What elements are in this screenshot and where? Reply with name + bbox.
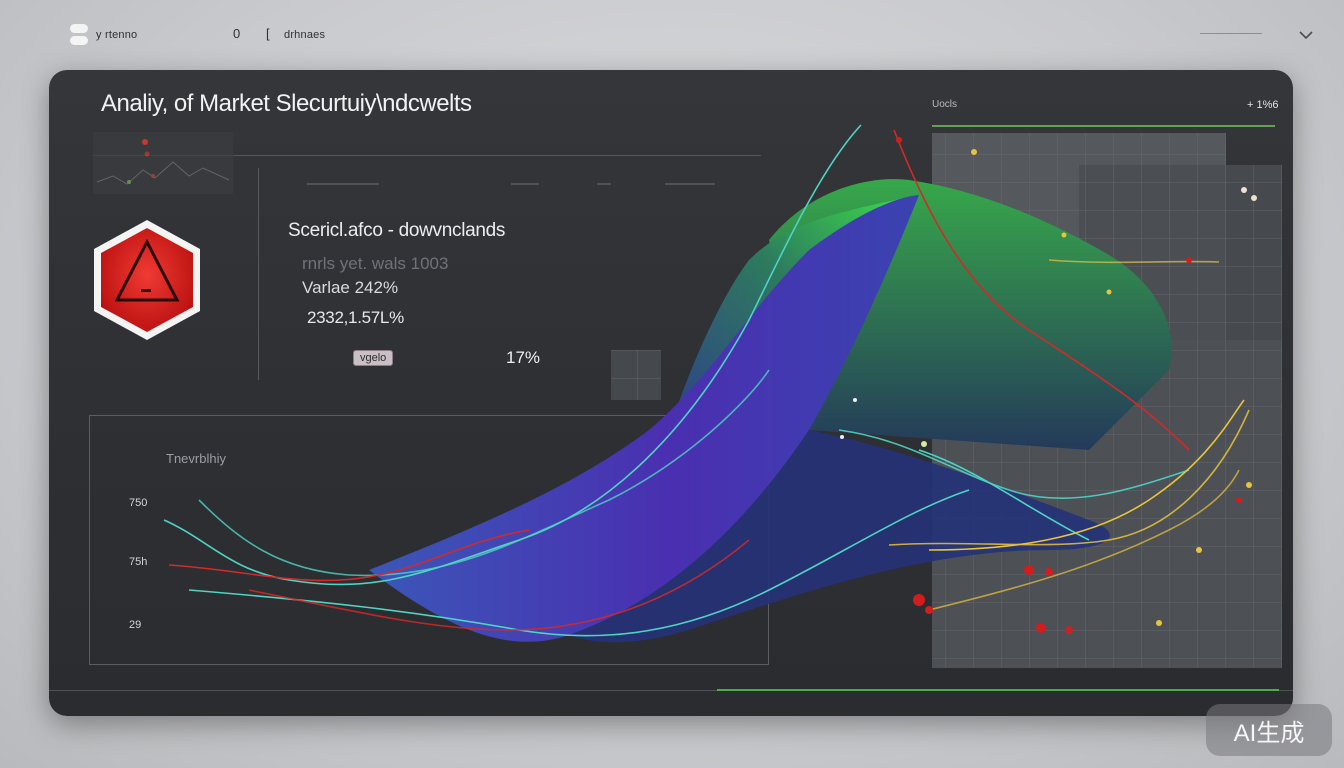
separator-dash [511,183,539,185]
wave-front-surface [369,195,919,642]
percent-value: 17% [506,348,541,367]
y-tick-label: 750 [129,497,148,509]
y-tick-label: 75h [129,556,148,568]
top-bar: y rtenno 0 [ drhnaes [0,0,1344,68]
chevron-down-icon[interactable] [1299,30,1313,40]
top-menu-label[interactable]: drhnaes [284,29,326,41]
scatter-points [142,137,1257,634]
separator-dash [665,183,715,185]
trend-chart-label: Tnevrblhiy [166,451,226,466]
title-divider [93,155,761,156]
stats-subtext: rnrls yet. wals 1003 [302,254,449,273]
dashboard-panel: Analiy, of Market Slecurtuiy\ndcwelts Sc… [49,70,1293,716]
page-title: Analiy, of Market Slecurtuiy\ndcwelts [101,90,472,117]
bottom-accent-rule [717,689,1279,691]
stats-heading: Scericl.afco - dowvnclands [288,220,506,241]
separator-dash [307,183,379,185]
right-accent-rule [932,125,1275,127]
right-panel-label: Uocls [932,99,958,110]
app-label: y rtenno [96,29,138,41]
security-wave-visualization [142,124,1282,668]
top-mark-zero: 0 [233,26,241,41]
bottom-divider [49,690,1293,691]
y-tick-label: 29 [129,619,142,631]
wave-underside [569,430,1110,643]
flow-lines [163,124,1250,637]
top-divider [1200,33,1262,34]
logo-dots-icon [70,24,88,46]
section-divider [258,168,259,380]
ai-generated-watermark: AI生成 [1206,704,1332,756]
metric-number: 2332,1.57L% [307,308,404,327]
warning-hexagon-icon [94,220,200,340]
separator-dash [597,183,611,185]
top-mark-bracket: [ [266,26,270,41]
status-badge[interactable]: vgelo [353,350,394,366]
variance-value: Varlae 242% [302,278,399,297]
mini-thumbnail [93,132,233,194]
right-panel-value: + 1%6 [1247,99,1279,111]
